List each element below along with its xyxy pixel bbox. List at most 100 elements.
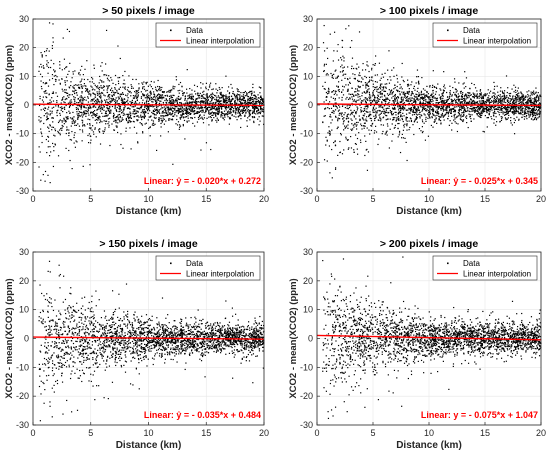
data-point — [134, 91, 136, 93]
data-point — [113, 115, 115, 117]
data-point — [339, 71, 342, 73]
data-point — [368, 96, 370, 98]
data-point — [55, 74, 57, 77]
data-point — [101, 62, 103, 64]
data-point — [157, 85, 159, 88]
data-point — [522, 103, 524, 105]
data-point — [236, 98, 238, 100]
data-point — [107, 85, 109, 87]
data-point — [343, 120, 345, 122]
data-point — [240, 126, 242, 129]
data-point — [459, 103, 461, 105]
data-point — [158, 119, 160, 121]
data-point — [186, 109, 189, 111]
data-point — [155, 102, 157, 104]
data-point — [494, 99, 496, 101]
data-point — [175, 110, 178, 112]
data-point — [255, 101, 257, 103]
data-point — [71, 101, 73, 103]
data-point — [511, 88, 513, 90]
data-point — [334, 98, 337, 100]
data-point — [358, 31, 361, 33]
data-point — [330, 107, 333, 109]
data-point — [408, 90, 410, 92]
data-point — [363, 91, 365, 93]
data-point — [526, 96, 528, 98]
data-point — [186, 110, 188, 112]
data-point — [101, 70, 103, 72]
data-point — [466, 94, 468, 96]
data-point — [220, 107, 223, 109]
data-point — [253, 121, 255, 124]
data-point — [512, 95, 514, 97]
data-point — [329, 133, 331, 135]
data-point — [51, 47, 54, 49]
data-point — [210, 100, 213, 102]
data-point — [219, 88, 221, 90]
data-point — [158, 93, 160, 95]
data-point — [536, 95, 538, 97]
data-point — [472, 99, 474, 102]
data-point — [530, 91, 532, 93]
data-point — [416, 76, 418, 78]
data-point — [356, 63, 358, 65]
data-point — [528, 108, 530, 110]
data-point — [353, 67, 355, 70]
data-point — [237, 98, 239, 101]
data-point — [90, 127, 92, 129]
data-point — [106, 85, 108, 87]
data-point — [371, 69, 373, 71]
data-point — [410, 93, 413, 95]
data-point — [364, 135, 366, 137]
data-point — [374, 88, 376, 91]
data-point — [169, 112, 171, 114]
data-point — [102, 107, 104, 109]
data-point — [143, 114, 145, 116]
data-point — [244, 103, 246, 106]
data-point — [457, 111, 460, 114]
data-point — [353, 109, 355, 112]
data-point — [72, 119, 74, 121]
data-point — [140, 97, 142, 99]
data-point — [160, 97, 162, 99]
data-point — [460, 114, 462, 116]
data-point — [111, 123, 113, 125]
data-point — [191, 97, 193, 100]
data-point — [121, 92, 124, 94]
data-point — [347, 124, 349, 126]
data-point — [101, 107, 103, 109]
data-point — [224, 95, 226, 97]
data-point — [96, 93, 99, 95]
data-point — [449, 95, 451, 97]
data-point — [415, 111, 417, 113]
data-point — [105, 74, 108, 76]
data-point — [256, 98, 258, 100]
data-point — [534, 113, 536, 115]
data-point — [330, 72, 332, 75]
data-point — [183, 105, 186, 107]
data-point — [253, 101, 255, 103]
data-point — [176, 124, 179, 126]
data-point — [323, 88, 325, 90]
data-point — [133, 103, 135, 105]
data-point — [374, 125, 377, 127]
data-point — [96, 114, 98, 116]
data-point — [79, 111, 81, 113]
data-point — [444, 113, 446, 116]
data-point — [446, 100, 448, 102]
data-point — [432, 100, 434, 102]
data-point — [409, 117, 412, 119]
data-point — [172, 85, 174, 87]
data-point — [169, 101, 171, 104]
y-tick-label: -30 — [16, 186, 29, 196]
data-point — [514, 96, 517, 98]
data-point — [377, 91, 379, 94]
data-point — [220, 116, 222, 118]
data-point — [349, 98, 351, 100]
data-point — [151, 111, 153, 114]
data-point — [61, 106, 63, 108]
data-point — [339, 151, 341, 154]
data-point — [151, 124, 153, 126]
data-point — [358, 66, 360, 68]
data-point — [172, 163, 174, 165]
